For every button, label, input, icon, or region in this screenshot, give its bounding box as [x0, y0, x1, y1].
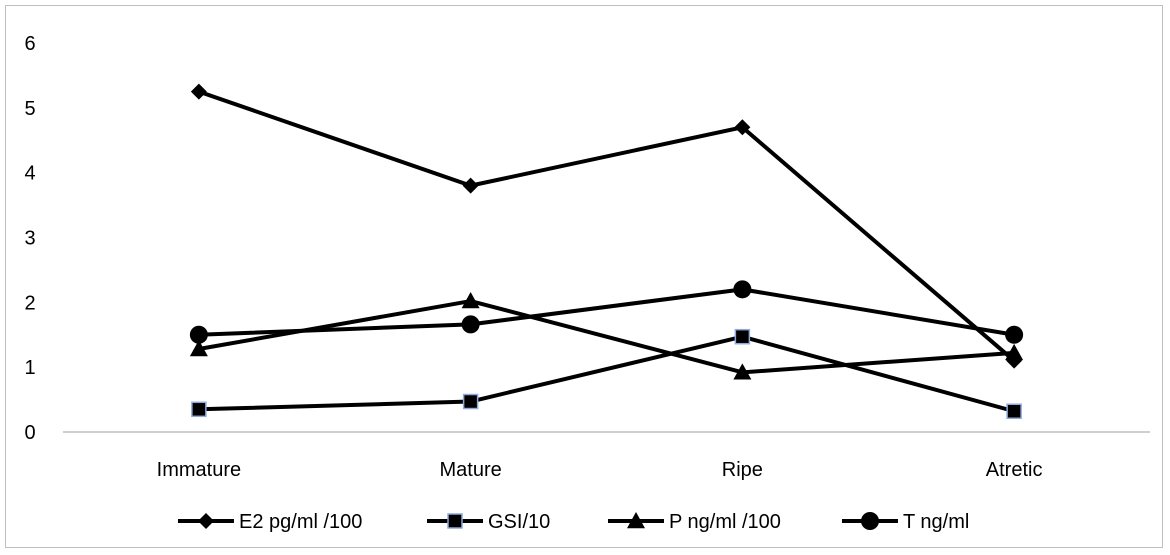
legend-label: E2 pg/ml /100: [239, 511, 362, 533]
series-line: [198, 89, 1016, 363]
y-tick-label: 2: [24, 292, 35, 314]
data-point: [1005, 343, 1024, 361]
data-point: [734, 328, 751, 345]
data-point: [734, 119, 751, 136]
y-tick-label: 4: [24, 163, 35, 185]
data-point: [461, 315, 480, 334]
x-tick-label: Atretic: [986, 459, 1043, 481]
x-tick-label: Mature: [440, 459, 502, 481]
legend-marker: [447, 513, 463, 529]
data-point: [1005, 325, 1024, 344]
y-tick-label: 5: [24, 98, 35, 120]
x-tick-label: Immature: [157, 459, 241, 481]
series-line: [198, 287, 1015, 337]
data-point: [461, 292, 480, 309]
data-point: [462, 393, 479, 410]
y-tick-label: 0: [24, 422, 35, 444]
data-point: [189, 340, 208, 357]
y-tick-label: 1: [24, 357, 35, 379]
series-line: [198, 334, 1015, 414]
y-tick-label: 3: [24, 228, 35, 250]
data-point: [462, 177, 479, 194]
legend-marker: [861, 512, 879, 530]
data-point: [191, 401, 207, 418]
x-tick-label: Ripe: [722, 459, 763, 481]
legend-marker: [627, 512, 645, 529]
legend-label: T ng/ml: [903, 511, 969, 533]
data-point: [733, 363, 752, 380]
data-point: [1006, 403, 1022, 420]
legend-label: GSI/10: [488, 511, 550, 533]
data-point: [189, 325, 208, 344]
data-point: [190, 83, 207, 100]
series-line: [198, 299, 1015, 375]
legend-marker: [198, 513, 214, 529]
legend-label: P ng/ml /100: [669, 511, 781, 533]
y-tick-label: 6: [24, 33, 35, 55]
data-point: [733, 280, 752, 299]
